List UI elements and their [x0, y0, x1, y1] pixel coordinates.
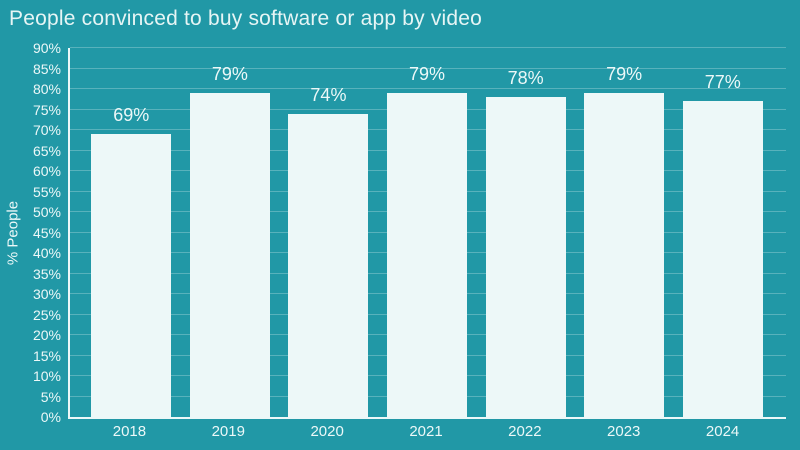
- x-tick-label: 2020: [310, 423, 344, 440]
- y-tick-label: 35%: [32, 265, 61, 282]
- bar-group: 78%: [476, 48, 575, 417]
- y-axis-ticks: 0% 5% 10% 15% 20% 25% 30% 35% 40% 45% 50% 55% 60% 65%…: [0, 41, 61, 424]
- x-tick-label: 2021: [409, 423, 443, 440]
- bar-value-label: 69%: [113, 105, 150, 126]
- y-tick-label: 80%: [32, 81, 61, 97]
- y-tick-label: 30%: [32, 286, 61, 302]
- bar-group: 79%: [575, 48, 674, 417]
- y-tick-label: 70%: [32, 122, 61, 138]
- gridline: [70, 88, 786, 89]
- x-axis-ticks: 2018 2019 2020 2021 2022 2023 2024: [80, 423, 772, 440]
- y-tick-label: 25%: [32, 306, 61, 323]
- bar: [682, 101, 763, 417]
- bar-group: 79%: [181, 48, 280, 417]
- y-tick-label: 15%: [32, 347, 61, 364]
- y-tick-label: 45%: [32, 224, 61, 241]
- chart-title: People convinced to buy software or app …: [9, 7, 483, 30]
- x-tick-label: 2022: [508, 423, 542, 440]
- bar-value-label: 74%: [310, 84, 347, 105]
- y-tick-label: 5%: [40, 388, 61, 405]
- y-tick-label: 60%: [32, 163, 61, 179]
- y-tick-label: 50%: [32, 204, 61, 220]
- bar-value-label: 77%: [704, 72, 741, 93]
- y-tick-label: 75%: [32, 101, 61, 118]
- bar: [288, 113, 369, 417]
- bar-group: 77%: [673, 48, 772, 417]
- bar: [387, 93, 468, 417]
- bar-value-label: 79%: [409, 64, 446, 85]
- gridline: [70, 47, 786, 48]
- bar: [584, 93, 665, 417]
- bar-value-label: 79%: [606, 64, 643, 85]
- bar-group: 74%: [279, 48, 378, 417]
- x-tick-label: 2023: [607, 423, 641, 440]
- bar: [485, 97, 566, 417]
- y-tick-label: 90%: [32, 40, 61, 56]
- bar-group: 69%: [82, 48, 181, 417]
- bar: [91, 134, 172, 417]
- bars-container: 69% 79% 74% 79% 78% 79% 77%: [82, 48, 772, 417]
- bar-group: 79%: [378, 48, 477, 417]
- bar-value-label: 79%: [211, 64, 248, 85]
- y-tick-label: 0%: [40, 409, 61, 425]
- y-tick-label: 55%: [32, 183, 61, 200]
- y-tick-label: 85%: [32, 60, 61, 77]
- gridline: [70, 67, 786, 69]
- x-tick-label: 2018: [112, 423, 147, 440]
- bar-value-label: 78%: [507, 68, 544, 89]
- y-tick-label: 10%: [32, 368, 61, 384]
- x-tick-label: 2019: [211, 423, 245, 440]
- y-tick-label: 65%: [32, 142, 61, 159]
- y-tick-label: 40%: [32, 245, 61, 261]
- bar: [189, 93, 270, 417]
- x-tick-label: 2024: [705, 423, 740, 440]
- y-tick-label: 20%: [32, 327, 61, 343]
- plot-area: 69% 79% 74% 79% 78% 79% 77%: [68, 47, 786, 419]
